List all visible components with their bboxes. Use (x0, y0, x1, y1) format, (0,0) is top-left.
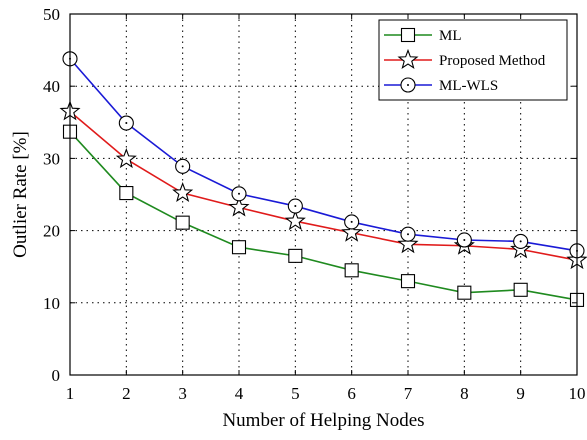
y-tick-label: 40 (43, 77, 60, 96)
data-point-ml (231, 240, 247, 255)
data-point-proposed-method (228, 196, 250, 217)
legend-item-proposed-method: Proposed Method (384, 48, 546, 69)
y-tick-label: 0 (52, 366, 61, 385)
data-point-ml-wls (118, 115, 134, 131)
y-axis-label: Outlier Rate [%] (10, 131, 31, 258)
legend-label: ML (439, 28, 462, 44)
data-point-ml-wls (231, 186, 247, 202)
x-tick-label: 1 (66, 384, 75, 403)
x-tick-label: 7 (404, 384, 413, 403)
x-tick-label: 8 (460, 384, 469, 403)
data-point-ml (288, 248, 303, 263)
x-tick-label: 6 (347, 384, 356, 403)
data-point-ml-wls (456, 232, 472, 248)
marker-center-dot (294, 205, 297, 208)
data-point-proposed-method (341, 221, 363, 242)
axis-ticks: 1 2 3 4 5 6 7 8 9 10 0 10 20 30 40 50 (43, 5, 586, 403)
y-tick-label: 50 (43, 5, 60, 24)
data-point-ml (457, 285, 472, 300)
marker-center-dot (407, 84, 409, 86)
marker-center-dot (238, 192, 240, 195)
series-line-ml (69, 131, 578, 301)
marker-center-dot (350, 220, 353, 223)
legend-marker (400, 77, 416, 93)
legend-item-ml: ML (384, 27, 462, 44)
marker-center-dot (463, 238, 466, 241)
data-point-ml-wls (344, 214, 360, 230)
x-tick-label: 5 (291, 384, 300, 403)
x-tick-label: 4 (235, 384, 244, 403)
data-point-ml (400, 274, 416, 289)
x-tick-label: 10 (569, 384, 586, 403)
data-point-ml (513, 282, 528, 297)
data-point-ml-wls (287, 198, 303, 214)
data-point-proposed-method (172, 181, 194, 203)
plot-frame (69, 13, 578, 376)
data-point-ml-wls (175, 158, 191, 174)
x-tick-label: 3 (178, 384, 187, 403)
series-lines (69, 58, 578, 301)
x-axis-label: Number of Helping Nodes (222, 410, 424, 431)
legend-item-ml-wls: ML-WLS (384, 77, 498, 94)
series-markers (59, 51, 587, 307)
series-line-proposed-method (69, 110, 578, 261)
x-tick-label: 9 (516, 384, 525, 403)
y-tick-label: 20 (43, 222, 60, 241)
marker-center-dot (519, 240, 522, 243)
marker-center-dot (407, 233, 409, 236)
x-tick-label: 2 (122, 384, 131, 403)
legend-marker (400, 27, 416, 43)
y-tick-label: 10 (43, 294, 60, 313)
data-point-proposed-method (397, 233, 419, 254)
marker-center-dot (125, 122, 128, 125)
data-point-ml-wls (400, 226, 416, 242)
legend: ML Proposed Method ML-WLS (378, 19, 568, 101)
data-point-ml (175, 215, 190, 230)
data-point-ml-wls (513, 233, 529, 249)
data-point-proposed-method (284, 210, 306, 231)
legend-label: ML-WLS (439, 78, 498, 94)
grid-lines (70, 14, 577, 375)
y-tick-label: 30 (43, 149, 60, 168)
data-point-proposed-method (115, 148, 137, 169)
marker-center-dot (181, 165, 184, 168)
data-point-ml (344, 263, 359, 278)
series-line-ml-wls (69, 58, 578, 252)
legend-label: Proposed Method (439, 53, 546, 69)
data-point-ml (119, 186, 134, 201)
legend-marker (397, 48, 419, 69)
